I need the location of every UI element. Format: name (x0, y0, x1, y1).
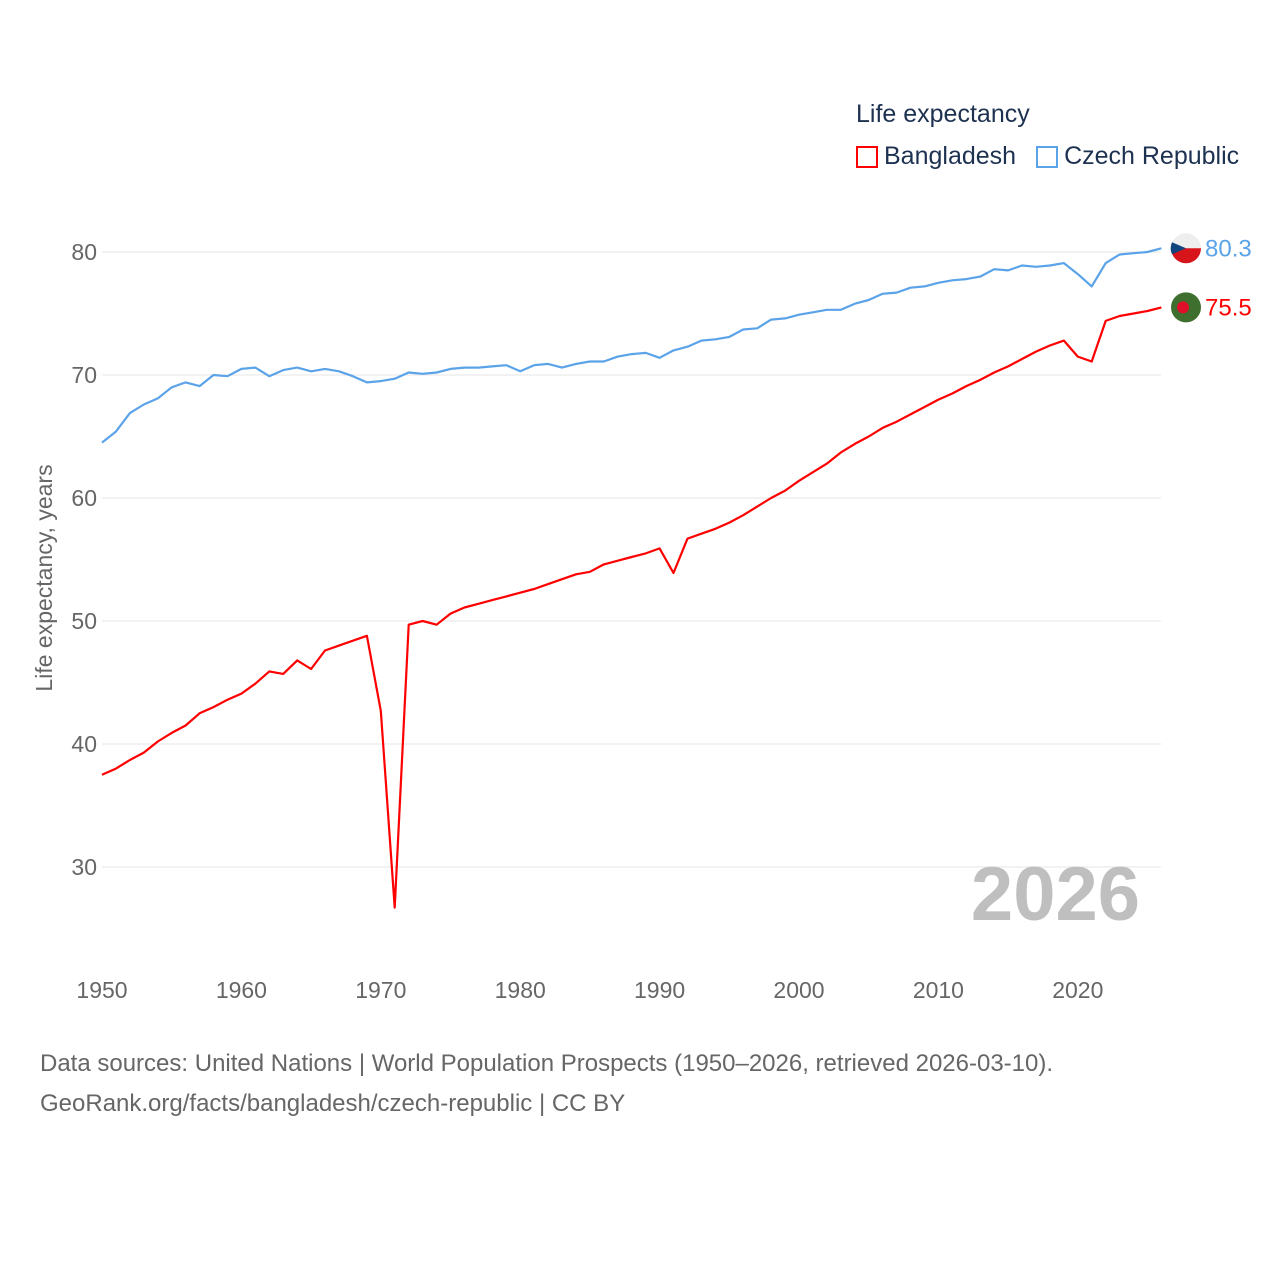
x-tick-label: 1980 (495, 977, 546, 1003)
end-value-label: 80.3 (1205, 235, 1252, 262)
y-axis-label: Life expectancy, years (31, 464, 57, 691)
x-tick-label: 2010 (913, 977, 964, 1003)
year-watermark: 2026 (971, 852, 1140, 937)
czech-flag-blue (1170, 242, 1186, 255)
series-line-bangladesh (101, 306, 1162, 909)
footer: Data sources: United Nations | World Pop… (40, 1044, 1053, 1124)
end-value-label: 75.5 (1205, 294, 1252, 321)
y-tick-label: 50 (71, 608, 97, 634)
x-tick-label: 1960 (216, 977, 267, 1003)
legend-swatch-bangladesh (856, 145, 878, 168)
series-line-czech-republic (101, 247, 1162, 444)
x-tick-label: 1950 (76, 977, 127, 1003)
x-tick-label: 2020 (1052, 977, 1103, 1003)
legend-item-czech-republic[interactable]: Czech Republic (1036, 142, 1239, 171)
legend-item-bangladesh[interactable]: Bangladesh (856, 142, 1016, 171)
data-source: Data sources: United Nations | World Pop… (40, 1050, 1054, 1077)
x-tick-label: 1970 (355, 977, 406, 1003)
x-tick-label: 2000 (773, 977, 824, 1003)
y-tick-label: 60 (71, 485, 97, 511)
legend-swatch-czech-republic (1036, 145, 1059, 168)
source-link[interactable]: GeoRank.org/facts/bangladesh/czech-repub… (40, 1090, 626, 1117)
legend-title: Life expectancy (856, 100, 1030, 128)
y-tick-label: 80 (71, 239, 97, 265)
czech-flag-red (1171, 248, 1201, 264)
y-tick-label: 30 (71, 854, 97, 880)
y-tick-label: 40 (71, 731, 97, 757)
legend-label: Bangladesh (884, 142, 1017, 170)
legend-label: Czech Republic (1064, 142, 1240, 170)
legend: Bangladesh Czech Republic (856, 142, 1239, 171)
x-tick-label: 1990 (634, 977, 685, 1003)
bangladesh-flag-disc (1177, 301, 1189, 314)
y-tick-label: 70 (71, 362, 97, 388)
